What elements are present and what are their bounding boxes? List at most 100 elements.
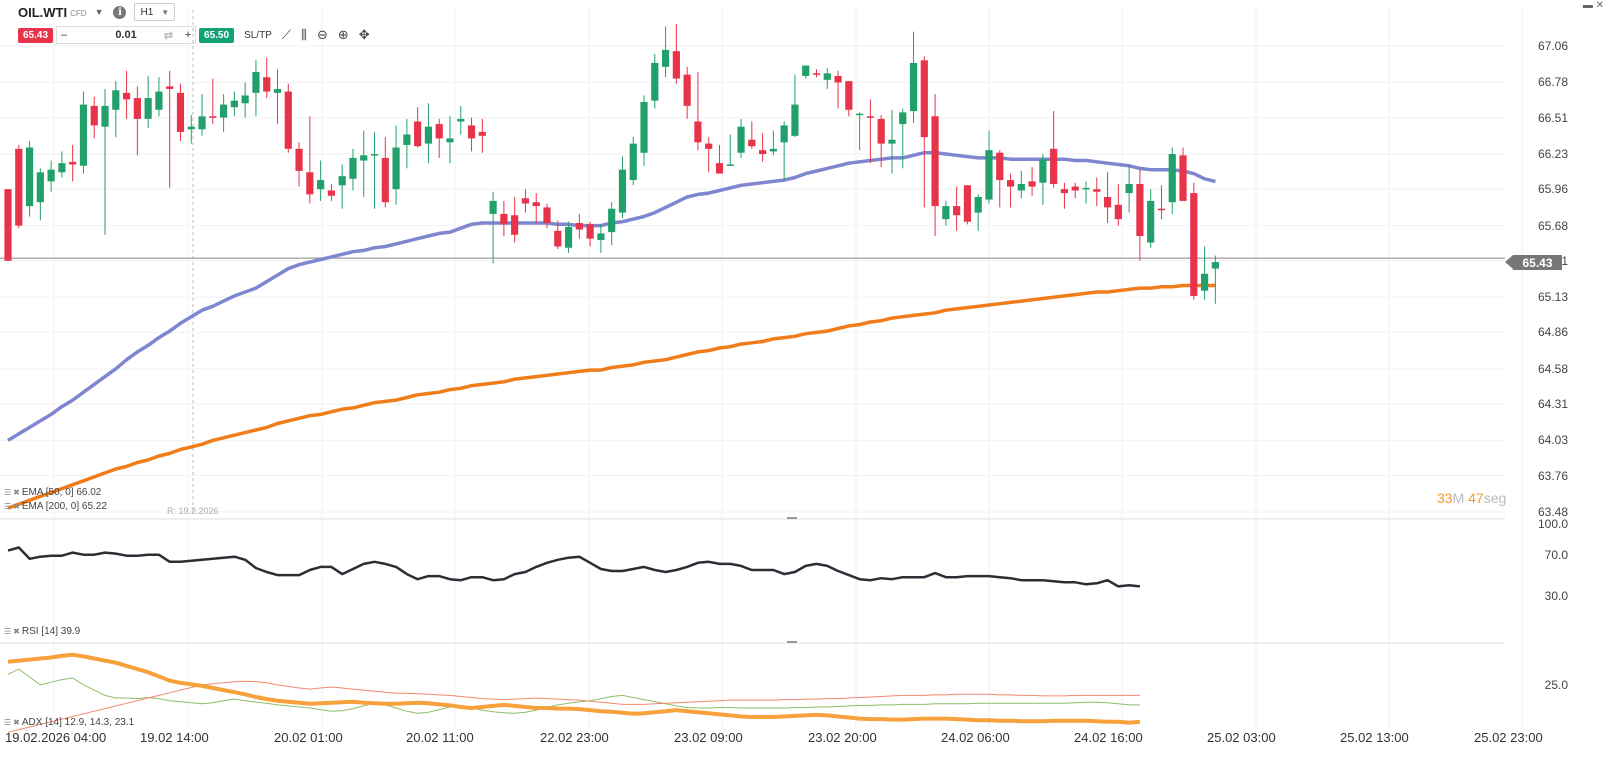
- price-tick-label: 63.76: [1537, 468, 1568, 483]
- candle-body: [69, 161, 77, 165]
- candle-body: [478, 131, 486, 136]
- candle-body: [1093, 189, 1101, 192]
- candle-body: [942, 206, 950, 220]
- candle-chart-icon[interactable]: ⫼: [300, 27, 307, 43]
- candle-body: [338, 176, 346, 186]
- move-icon[interactable]: ✥: [358, 27, 370, 43]
- chevron-down-icon: ▼: [161, 7, 170, 17]
- zoom-in-icon[interactable]: ⊕: [337, 27, 349, 43]
- candle-body: [489, 200, 497, 214]
- current-price-tag: 65.43: [1513, 255, 1562, 270]
- candle-body: [381, 157, 389, 203]
- candle-body: [640, 101, 648, 153]
- candle-body: [963, 185, 972, 222]
- symbol-dropdown-icon[interactable]: ▼: [94, 7, 104, 17]
- countdown-seconds: 47: [1468, 490, 1484, 506]
- close-icon[interactable]: ✕: [1595, 0, 1604, 11]
- candle-body: [511, 215, 519, 235]
- quantity-value: 0.01: [115, 29, 137, 41]
- quantity-decrease-button[interactable]: –: [60, 29, 68, 41]
- candle-body: [1211, 262, 1219, 269]
- menu-icon[interactable]: ☰: [4, 627, 12, 636]
- crosshair-date-label: R: 19.2.2026: [167, 506, 219, 516]
- candle-body: [122, 92, 131, 100]
- remove-icon[interactable]: ✖: [13, 502, 20, 511]
- price-tick-label: 64.58: [1537, 361, 1568, 376]
- buy-price-button[interactable]: 65.50: [199, 27, 235, 43]
- price-tick-label: 66.23: [1537, 147, 1568, 162]
- candle-body: [252, 72, 260, 93]
- sell-price-button[interactable]: 65.43: [18, 27, 54, 43]
- quantity-input[interactable]: 0.01 ⇄: [71, 29, 181, 42]
- rsi-label: RSI [14] 39.9: [21, 626, 81, 637]
- candle-body: [198, 116, 206, 130]
- menu-icon[interactable]: ☰: [4, 718, 12, 727]
- candle-body: [586, 224, 594, 239]
- rsi-tick-label: 30.0: [1544, 588, 1568, 603]
- candle-body: [661, 49, 670, 67]
- candle-body: [812, 73, 821, 75]
- time-tick-label: 19.02 14:00: [140, 730, 209, 745]
- candle-body: [996, 152, 1004, 181]
- quantity-increase-button[interactable]: +: [184, 29, 192, 41]
- time-tick-label: 23.02 09:00: [674, 730, 743, 745]
- swap-icon[interactable]: ⇄: [163, 30, 174, 42]
- time-tick-label: 20.02 01:00: [274, 730, 343, 745]
- menu-icon[interactable]: ☰: [4, 502, 12, 511]
- candle-body: [532, 202, 540, 207]
- candle-body: [608, 208, 616, 233]
- rsi-tick-label: 70.0: [1544, 547, 1568, 562]
- remove-icon[interactable]: ✖: [13, 718, 20, 727]
- candle-body: [1017, 183, 1025, 191]
- candle-body: [909, 62, 918, 112]
- sltp-button[interactable]: SL/TP: [244, 29, 272, 41]
- candle-body: [888, 139, 896, 144]
- panel-resize-handle: [787, 641, 797, 643]
- price-tick-label: 65.68: [1537, 218, 1568, 233]
- ema50-line: [7, 150, 1216, 442]
- candle-body: [834, 75, 842, 83]
- candle-body: [144, 98, 152, 119]
- candle-body: [90, 105, 98, 126]
- price-tick-label: 63.48: [1537, 505, 1568, 519]
- time-tick-label: 23.02 20:00: [808, 730, 877, 745]
- candle-body: [360, 155, 368, 161]
- ema200-line: [7, 283, 1216, 510]
- candle-body: [802, 65, 810, 76]
- symbol-name[interactable]: OIL.WTI: [18, 4, 68, 20]
- candle-body: [25, 147, 34, 207]
- minimize-icon[interactable]: ▬: [1582, 0, 1593, 11]
- zoom-out-icon[interactable]: ⊖: [316, 27, 328, 43]
- candle-body: [974, 196, 982, 213]
- candle-body: [564, 226, 573, 248]
- candle-body: [543, 207, 551, 224]
- candle-body: [780, 125, 788, 143]
- candle-body: [759, 150, 767, 155]
- candle-body: [467, 125, 476, 139]
- candle-body: [349, 157, 357, 179]
- remove-icon[interactable]: ✖: [13, 627, 20, 636]
- current-price-pointer: [1505, 255, 1513, 269]
- quantity-stepper: – 0.01 ⇄ +: [56, 26, 197, 44]
- candle-body: [1071, 186, 1079, 191]
- rsi-line: [7, 546, 1141, 588]
- line-chart-icon[interactable]: ⟋: [281, 27, 291, 43]
- candle-body: [715, 163, 724, 174]
- ema200-label: EMA [200, 0] 65.22: [21, 501, 107, 512]
- info-icon[interactable]: i: [113, 5, 127, 19]
- candle-body: [209, 116, 217, 118]
- candle-body: [500, 213, 508, 225]
- remove-icon[interactable]: ✖: [13, 488, 20, 497]
- adx-tick-label: 25.0: [1544, 677, 1568, 692]
- menu-icon[interactable]: ☰: [4, 488, 12, 497]
- candle-body: [554, 230, 562, 247]
- price-tick-label: 66.78: [1537, 75, 1568, 90]
- candle-body: [414, 121, 422, 147]
- candle-body: [306, 172, 314, 195]
- ema50-legend: ☰ ✖ EMA [50, 0] 66.02: [4, 487, 101, 498]
- candle-countdown: 33M 47seg: [1437, 490, 1506, 506]
- time-tick-label: 25.02 03:00: [1207, 730, 1276, 745]
- timeframe-select[interactable]: H1 ▼: [134, 3, 176, 21]
- candle-body: [273, 88, 282, 93]
